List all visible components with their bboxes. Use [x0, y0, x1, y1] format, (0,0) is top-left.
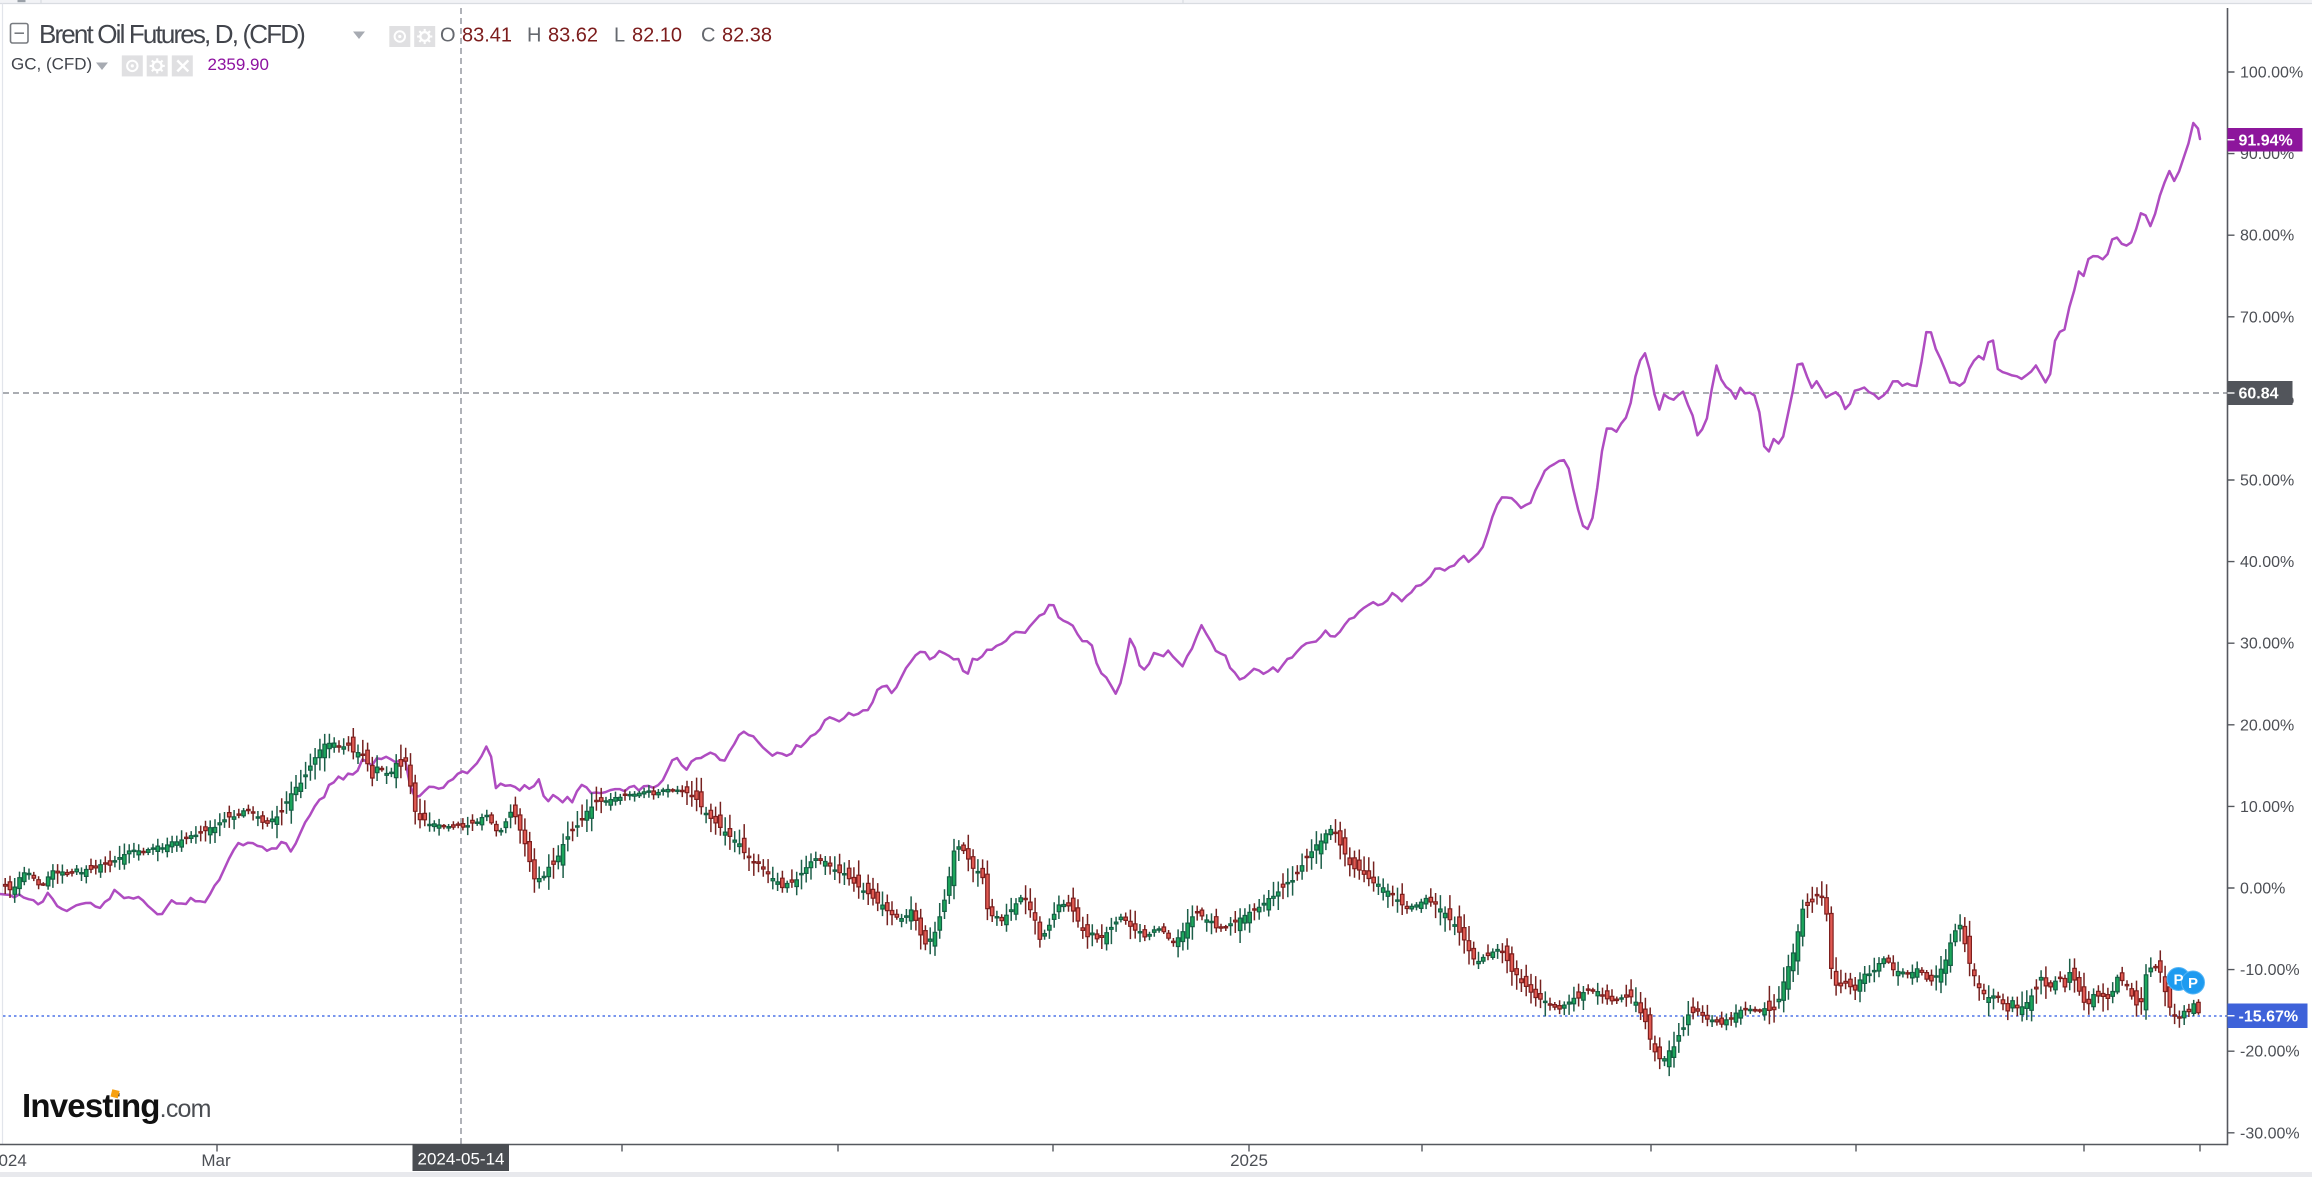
svg-text:-20.00%: -20.00% [2240, 1044, 2300, 1061]
svg-text:91.94%: 91.94% [2239, 132, 2293, 149]
svg-text:Mar: Mar [201, 1151, 231, 1170]
svg-text:P: P [2173, 972, 2183, 989]
svg-text:2024-05-14: 2024-05-14 [418, 1150, 505, 1169]
svg-text:60.84: 60.84 [2239, 386, 2279, 403]
svg-text:80.00%: 80.00% [2240, 228, 2294, 245]
svg-text:L: L [614, 25, 625, 47]
svg-text:82.10: 82.10 [632, 25, 682, 47]
svg-text:83.41: 83.41 [462, 25, 512, 47]
svg-text:H: H [527, 25, 541, 47]
svg-text:Brent Oil Futures, D, (CFD): Brent Oil Futures, D, (CFD) [39, 19, 305, 49]
svg-text:20.00%: 20.00% [2240, 717, 2294, 734]
svg-text:-15.67%: -15.67% [2239, 1008, 2299, 1025]
svg-text:O: O [440, 25, 456, 47]
svg-text:83.62: 83.62 [548, 25, 598, 47]
svg-text:2025: 2025 [1230, 1151, 1268, 1170]
svg-text:100.00%: 100.00% [2240, 65, 2303, 82]
svg-text:P: P [2188, 975, 2198, 992]
svg-text:50.00%: 50.00% [2240, 473, 2294, 490]
svg-text:82.38: 82.38 [722, 25, 772, 47]
svg-text:70.00%: 70.00% [2240, 309, 2294, 326]
svg-text:2359.90: 2359.90 [208, 55, 269, 74]
svg-text:40.00%: 40.00% [2240, 554, 2294, 571]
svg-text:-30.00%: -30.00% [2240, 1125, 2300, 1142]
svg-text:2024: 2024 [0, 1151, 27, 1170]
svg-text:10.00%: 10.00% [2240, 799, 2294, 816]
svg-text:GC, (CFD): GC, (CFD) [11, 55, 92, 74]
svg-text:C: C [701, 25, 715, 47]
svg-text:-10.00%: -10.00% [2240, 962, 2300, 979]
svg-text:0.00%: 0.00% [2240, 881, 2285, 898]
svg-text:30.00%: 30.00% [2240, 636, 2294, 653]
